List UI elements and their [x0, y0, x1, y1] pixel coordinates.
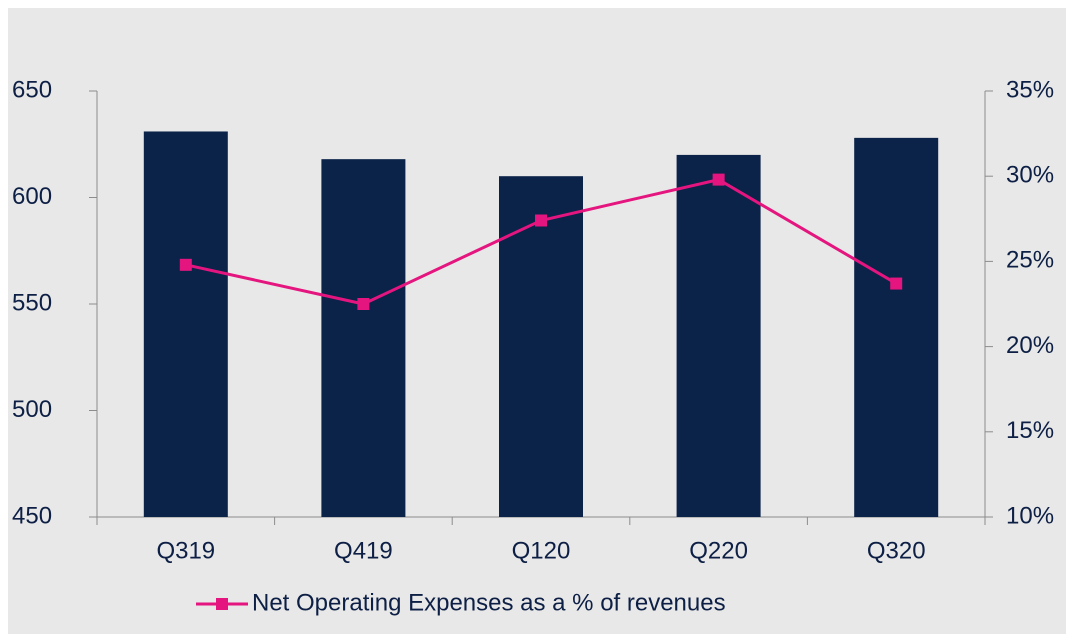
bar [676, 154, 761, 517]
line-marker [535, 214, 547, 227]
x-tick-label: Q120 [512, 537, 571, 564]
legend-marker [216, 598, 228, 610]
bar [321, 159, 406, 517]
x-tick-label: Q319 [156, 537, 215, 564]
line-marker [890, 277, 903, 290]
bar [854, 137, 939, 518]
line-marker [179, 258, 192, 271]
y-tick-label: 600 [12, 183, 52, 210]
y-tick-label: 650 [12, 76, 52, 103]
y2-tick-label: 10% [1006, 502, 1054, 529]
line-marker [712, 173, 725, 186]
bar [143, 131, 228, 517]
y2-tick-label: 15% [1006, 417, 1054, 444]
legend-label: Net Operating Expenses as a % of revenue… [252, 589, 726, 616]
y2-tick-label: 30% [1006, 162, 1054, 189]
y2-tick-label: 20% [1006, 332, 1054, 359]
y2-tick-label: 25% [1006, 247, 1054, 274]
x-tick-label: Q220 [689, 537, 748, 564]
y-tick-label: 500 [12, 396, 52, 423]
y2-tick-label: 35% [1006, 76, 1054, 103]
y-tick-label: 450 [12, 502, 52, 529]
line-marker [357, 298, 370, 310]
bar [499, 176, 583, 517]
x-tick-label: Q320 [867, 537, 926, 564]
x-tick-label: Q419 [334, 537, 393, 564]
y-tick-label: 550 [12, 289, 52, 316]
